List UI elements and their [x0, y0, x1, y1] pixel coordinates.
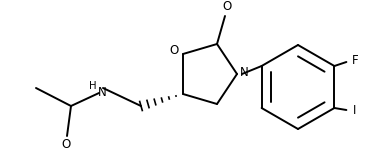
Text: O: O [222, 0, 232, 13]
Text: O: O [169, 44, 179, 57]
Text: I: I [353, 104, 356, 117]
Text: N: N [98, 87, 107, 99]
Text: O: O [61, 139, 71, 151]
Text: N: N [240, 65, 248, 79]
Text: F: F [352, 54, 359, 68]
Text: H: H [89, 81, 97, 91]
